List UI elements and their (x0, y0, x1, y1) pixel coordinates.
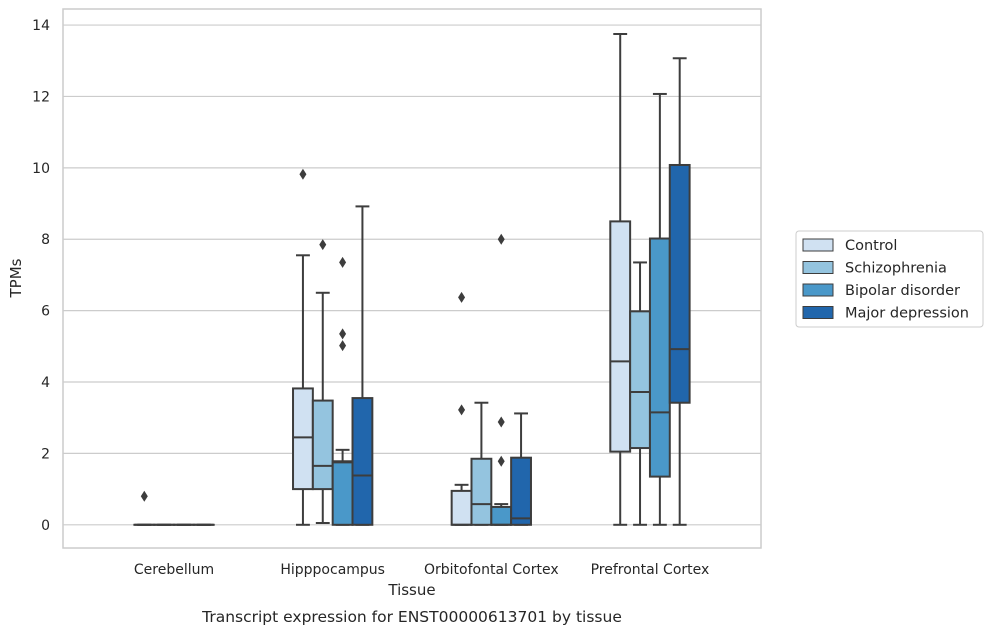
iqr-box-major-depression-prefrontal-cortex (668, 163, 691, 404)
iqr-box-control-prefrontal-cortex (609, 220, 632, 453)
legend-label-control: Control (845, 238, 897, 254)
box-major-depression-orbitofontal-cortex (510, 412, 532, 526)
legend-swatch-bipolar-disorder (802, 283, 834, 297)
box-major-depression-prefrontal-cortex (668, 57, 691, 526)
outlier-control-hipppocampus-0 (299, 168, 307, 180)
legend: Control Schizophrenia Bipolar disorder Majo… (795, 230, 984, 328)
x-tick-label-prefrontal-cortex: Prefrontal Cortex (591, 562, 710, 578)
box-control-hipppocampus (292, 168, 314, 526)
x-tick-label-orbitofontal-cortex: Orbitofontal Cortex (424, 562, 559, 578)
plot-frame (62, 8, 762, 549)
iqr-box-major-depression-orbitofontal-cortex (510, 456, 532, 526)
box-schizophrenia-orbitofontal-cortex (470, 401, 493, 526)
iqr-box-bipolar-disorder-prefrontal-cortex (648, 237, 671, 478)
y-tick-label-12: 12 (32, 89, 50, 105)
y-tick-label-10: 10 (32, 161, 50, 177)
y-tick-label-14: 14 (32, 18, 50, 34)
legend-label-schizophrenia: Schizophrenia (845, 261, 947, 277)
legend-frame (795, 230, 984, 328)
y-tick-label-2: 2 (41, 446, 50, 462)
legend-label-bipolar-disorder: Bipolar disorder (845, 283, 960, 299)
iqr-box-schizophrenia-orbitofontal-cortex (470, 457, 493, 526)
outlier-bipolar-disorder-hipppocampus-2 (339, 256, 347, 268)
box-bipolar-disorder-hipppocampus (331, 256, 354, 526)
legend-swatch-control (802, 238, 834, 252)
box-bipolar-disorder-orbitofontal-cortex (490, 233, 513, 526)
iqr-box-control-orbitofontal-cortex (450, 489, 473, 526)
iqr-box-major-depression-hipppocampus (351, 397, 374, 526)
outlier-control-cerebellum-0 (140, 490, 148, 502)
y-tick-label-0: 0 (41, 518, 50, 534)
legend-swatch-major-depression (802, 306, 834, 319)
box-schizophrenia-hipppocampus (311, 239, 334, 525)
x-tick-labels: Cerebellum Hipppocampus Orbitofontal Corte… (134, 562, 709, 578)
outlier-bipolar-disorder-hipppocampus-0 (339, 340, 347, 352)
iqr-box-schizophrenia-hipppocampus (311, 399, 334, 491)
outlier-bipolar-disorder-orbitofontal-cortex-1 (497, 416, 505, 428)
legend-label-major-depression: Major depression (845, 306, 969, 322)
box-schizophrenia-prefrontal-cortex (629, 261, 651, 526)
outlier-bipolar-disorder-orbitofontal-cortex-0 (497, 455, 505, 467)
outlier-control-orbitofontal-cortex-0 (458, 404, 466, 416)
y-axis-label: TPMs (7, 258, 25, 298)
plot-area (63, 9, 761, 548)
x-axis-label: Tissue (387, 581, 435, 599)
y-tick-label-6: 6 (41, 304, 50, 320)
outlier-schizophrenia-hipppocampus-0 (319, 239, 327, 251)
chart-caption: Transcript expression for ENST0000061370… (201, 608, 622, 626)
y-tick-labels: 0 2 4 6 8 10 12 14 (32, 18, 50, 534)
x-tick-label-cerebellum: Cerebellum (134, 562, 214, 578)
outlier-control-orbitofontal-cortex-1 (458, 291, 466, 303)
legend-swatch-schizophrenia (802, 261, 834, 274)
y-tick-label-8: 8 (41, 232, 50, 248)
box-control-prefrontal-cortex (609, 32, 632, 526)
box-major-depression-hipppocampus (351, 205, 374, 526)
outlier-bipolar-disorder-orbitofontal-cortex-2 (497, 233, 505, 245)
y-tick-label-4: 4 (41, 375, 50, 391)
outlier-bipolar-disorder-hipppocampus-1 (339, 328, 347, 340)
boxes-group (133, 32, 691, 526)
iqr-box-control-hipppocampus (292, 387, 314, 491)
x-tick-label-hipppocampus: Hipppocampus (280, 562, 385, 578)
iqr-box-schizophrenia-prefrontal-cortex (629, 310, 651, 450)
iqr-box-bipolar-disorder-orbitofontal-cortex (490, 505, 513, 526)
iqr-box-bipolar-disorder-hipppocampus (331, 460, 354, 526)
